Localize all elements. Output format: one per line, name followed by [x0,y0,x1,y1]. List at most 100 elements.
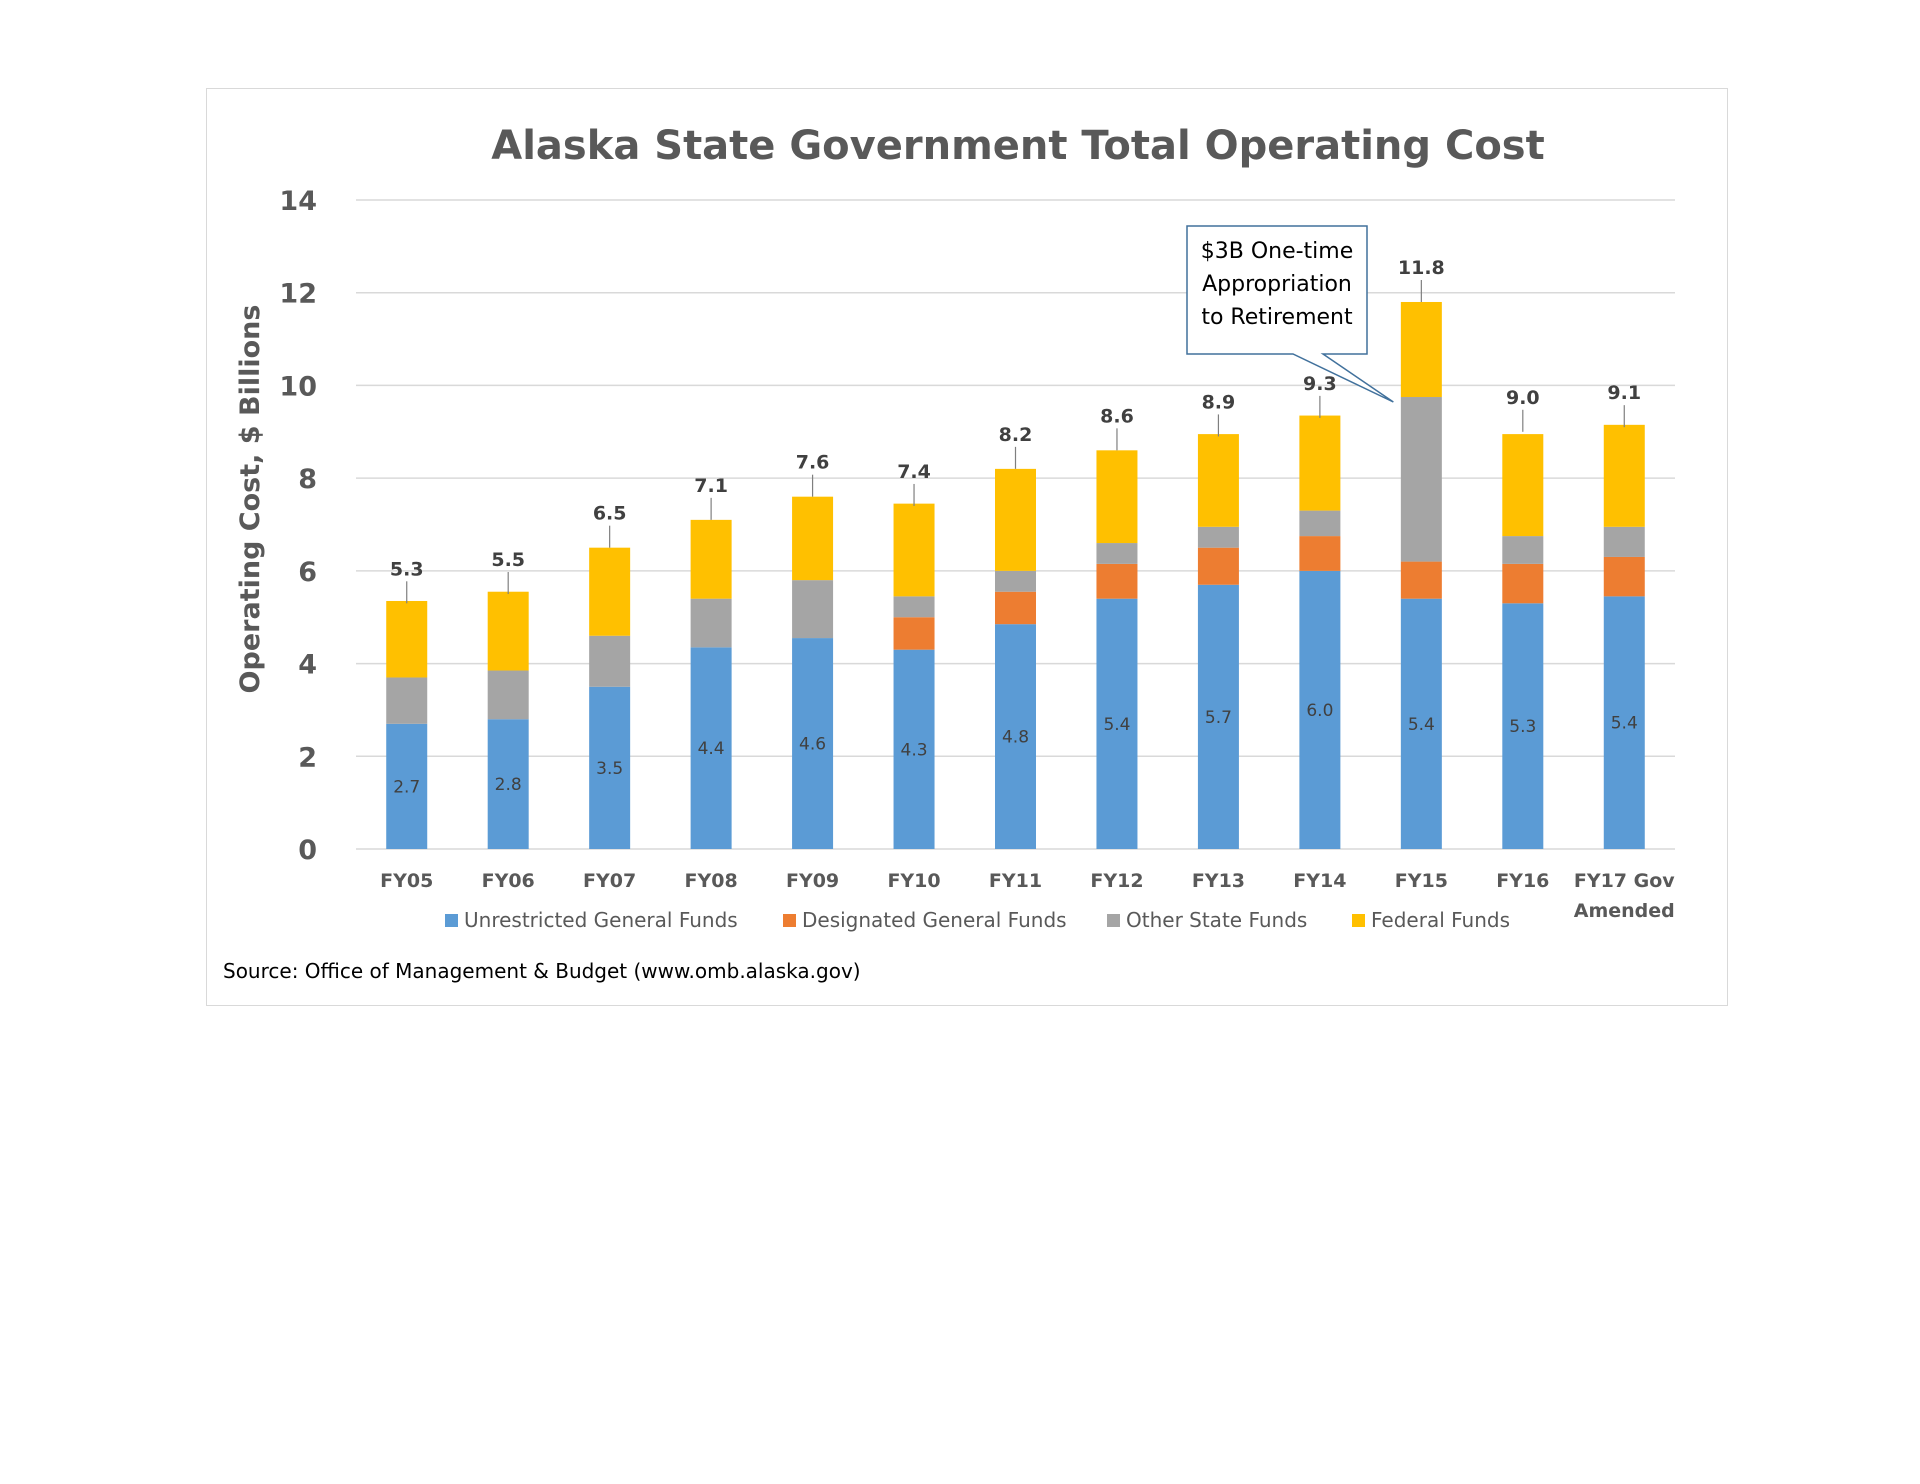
callout-text-line: Appropriation [1202,272,1352,297]
y-tick-label: 2 [298,742,317,773]
chart-svg: Alaska State Government Total Operating … [223,123,1675,983]
y-tick-label: 0 [298,835,317,866]
x-tick-label: FY13 [1192,870,1245,892]
legend: Unrestricted General Funds Designated Gen… [445,908,1510,932]
bar-segment-unrestricted-general-funds [589,686,631,849]
bar-segment-designated-general-funds [1603,556,1645,597]
bar-segment-federal-funds [1603,424,1645,527]
total-data-label: 8.2 [999,424,1033,446]
inner-data-label: 5.7 [1205,708,1232,728]
legend-label-federal-funds: Federal Funds [1371,908,1510,932]
bar-segment-other-state-funds [690,598,732,648]
bar-segment-federal-funds [792,496,834,581]
x-tick-label: FY09 [786,870,839,892]
x-tick-label: FY11 [989,870,1042,892]
bar-segment-federal-funds [1400,301,1442,398]
inner-data-label: 5.4 [1611,714,1638,734]
inner-data-label: 2.8 [495,775,522,795]
bar-segment-unrestricted-general-funds [1603,596,1645,849]
x-tick-label: FY08 [685,870,738,892]
legend-swatch-designated-general-funds [783,914,796,927]
total-data-label: 9.3 [1303,373,1337,395]
x-tick-label: Amended [1574,900,1675,922]
bar-segment-other-state-funds [893,596,935,618]
callout-annotation: $3B One-time Appropriation to Retirement [1186,225,1394,403]
x-tick-label: FY10 [887,870,940,892]
x-tick-label: FY07 [583,870,636,892]
x-tick-labels: FY05 FY06 FY07 FY08 FY09 FY10 FY11 FY12 FY13 FY14… [380,870,1675,922]
bar-segment-other-state-funds [1603,526,1645,557]
bar-segment-designated-general-funds [893,617,935,650]
total-data-label: 9.1 [1607,382,1641,404]
bar-segment-designated-general-funds [1502,563,1544,604]
total-data-label: 8.6 [1100,405,1134,427]
inner-data-label: 5.3 [1509,717,1536,737]
bar-segment-designated-general-funds [1299,536,1341,571]
x-tick-label: FY14 [1293,870,1346,892]
total-data-label: 7.1 [694,475,728,497]
bar-segment-other-state-funds [792,580,834,639]
y-tick-label: 4 [298,650,317,681]
bar-segment-unrestricted-general-funds [893,649,935,849]
total-data-label: 7.6 [796,452,830,474]
inner-data-label: 3.5 [596,759,623,779]
callout-text-line: $3B One-time [1201,239,1354,264]
callout-box [1186,225,1394,403]
inner-data-label: 5.4 [1103,715,1130,735]
chart-title: Alaska State Government Total Operating … [491,123,1544,169]
inner-data-label: 6.0 [1306,701,1333,721]
bar-segment-federal-funds [386,600,428,678]
total-data-label: 7.4 [897,461,931,483]
x-tick-label: FY05 [380,870,433,892]
source-note: Source: Office of Management & Budget (w… [223,959,861,983]
bar-segment-designated-general-funds [1096,563,1138,599]
bar-segment-federal-funds [589,547,631,636]
total-data-label: 9.0 [1506,387,1540,409]
legend-swatch-unrestricted-general-funds [445,914,458,927]
total-data-label: 6.5 [593,503,627,525]
total-data-label: 8.9 [1202,391,1236,413]
bar-segment-unrestricted-general-funds [1502,603,1544,849]
y-tick-labels: 0 2 4 6 8 10 12 14 [279,186,317,866]
bar-segment-federal-funds [487,591,529,671]
bar-segment-other-state-funds [1502,536,1544,564]
bar-segment-unrestricted-general-funds [1400,598,1442,849]
bar-segment-federal-funds [893,503,935,597]
y-tick-label: 6 [298,557,317,588]
total-data-label: 11.8 [1398,257,1445,279]
inner-data-labels: 2.7 2.8 3.5 4.4 4.6 4.3 4.8 5.4 5.7 6.0 5.4 5.3 5.4 [393,701,1638,797]
legend-label-designated-general-funds: Designated General Funds [802,908,1067,932]
bar-segment-other-state-funds [1299,510,1341,537]
total-data-label: 5.3 [390,558,424,580]
inner-data-label: 4.4 [698,739,725,759]
bar-segment-federal-funds [690,519,732,599]
bar-segment-unrestricted-general-funds [487,719,529,849]
legend-swatch-federal-funds [1352,914,1365,927]
x-tick-label: FY06 [482,870,535,892]
legend-swatch-other-state-funds [1107,914,1120,927]
bar-segment-unrestricted-general-funds [1197,584,1239,849]
bars [386,301,1645,849]
y-axis-label: Operating Cost, $ Billions [235,305,266,694]
bar-segment-unrestricted-general-funds [386,723,428,849]
bar-segment-unrestricted-general-funds [690,647,732,849]
bar-segment-unrestricted-general-funds [1096,598,1138,849]
bar-segment-federal-funds [1299,415,1341,511]
bar-segment-designated-general-funds [1400,561,1442,599]
bar-segment-other-state-funds [1096,543,1138,564]
bar-segment-other-state-funds [1197,526,1239,548]
x-tick-label: FY16 [1496,870,1549,892]
bar-segment-federal-funds [1502,434,1544,537]
x-tick-label: FY12 [1090,870,1143,892]
y-tick-label: 8 [298,464,317,495]
bar-segment-federal-funds [995,468,1036,571]
y-tick-label: 12 [279,279,317,310]
bar-segment-federal-funds [1197,434,1239,527]
inner-data-label: 4.3 [901,740,928,760]
legend-label-unrestricted-general-funds: Unrestricted General Funds [464,908,738,932]
y-tick-label: 14 [279,186,317,217]
total-leader-lines [406,279,1625,604]
x-tick-label: FY17 Gov [1574,870,1675,892]
bar-segment-designated-general-funds [995,591,1036,625]
bar-segment-other-state-funds [386,677,428,724]
